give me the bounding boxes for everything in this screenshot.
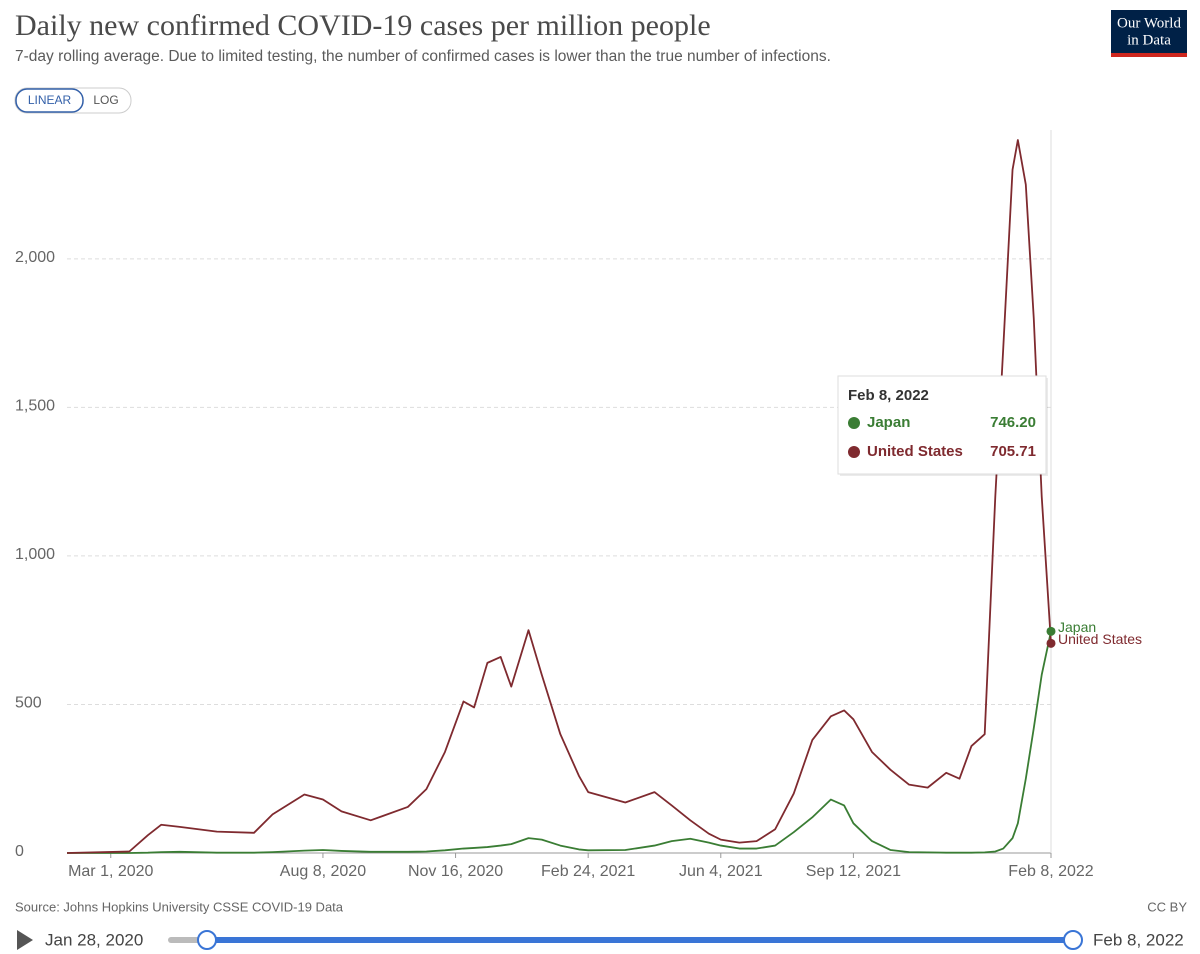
tooltip-value: 746.20 bbox=[990, 414, 1036, 431]
logo-text: Our World bbox=[1117, 15, 1181, 31]
log-label[interactable]: LOG bbox=[93, 93, 118, 107]
end-marker bbox=[1046, 626, 1056, 636]
timeline-end: Feb 8, 2022 bbox=[1093, 930, 1184, 949]
linear-button[interactable] bbox=[15, 88, 84, 113]
chart-title: Daily new confirmed COVID-19 cases per m… bbox=[15, 9, 711, 42]
y-tick-label: 0 bbox=[15, 843, 24, 860]
tooltip-name: United States bbox=[867, 443, 963, 460]
linear-label[interactable]: LINEAR bbox=[28, 93, 72, 107]
logo-text: in Data bbox=[1127, 32, 1171, 48]
y-tick-label: 2,000 bbox=[15, 249, 55, 266]
tooltip-dot bbox=[848, 417, 860, 429]
logo-stripe bbox=[1111, 53, 1187, 57]
license: CC BY bbox=[1147, 899, 1187, 914]
timeline-handle[interactable] bbox=[1063, 930, 1083, 950]
timeline-handle[interactable] bbox=[197, 930, 217, 950]
end-marker bbox=[1046, 638, 1056, 648]
series-line bbox=[67, 631, 1052, 854]
y-tick-label: 1,000 bbox=[15, 546, 55, 563]
scale-toggle: LINEAR LOG bbox=[14, 87, 132, 114]
x-tick-label: Aug 8, 2020 bbox=[280, 863, 366, 880]
source: Source: Johns Hopkins University CSSE CO… bbox=[15, 899, 344, 914]
y-tick-label: 1,500 bbox=[15, 398, 55, 415]
tooltip: Feb 8, 2022 Japan 746.20 United States 705.7… bbox=[837, 375, 1048, 476]
timeline-start: Jan 28, 2020 bbox=[45, 930, 143, 949]
series-label: Japan bbox=[1058, 619, 1096, 635]
tooltip-value: 705.71 bbox=[990, 443, 1036, 460]
tooltip-box bbox=[837, 375, 1047, 475]
x-tick-label: Nov 16, 2020 bbox=[408, 863, 503, 880]
chart-subtitle: 7-day rolling average. Due to limited te… bbox=[15, 48, 831, 65]
x-tick-label: Sep 12, 2021 bbox=[806, 863, 901, 880]
series-line bbox=[66, 139, 1052, 854]
series-label: United States bbox=[1058, 631, 1142, 647]
tooltip-dot bbox=[848, 446, 860, 458]
play-button[interactable] bbox=[17, 930, 33, 950]
timeline-range bbox=[207, 937, 1073, 943]
x-tick-label: Feb 24, 2021 bbox=[541, 863, 635, 880]
tooltip-name: Japan bbox=[867, 414, 910, 431]
tooltip-title: Feb 8, 2022 bbox=[848, 387, 929, 404]
logo bbox=[1111, 10, 1187, 56]
x-tick-label: Jun 4, 2021 bbox=[679, 863, 763, 880]
y-tick-label: 500 bbox=[15, 695, 42, 712]
x-tick-label: Feb 8, 2022 bbox=[1008, 863, 1094, 880]
x-tick-label: Mar 1, 2020 bbox=[68, 863, 153, 880]
